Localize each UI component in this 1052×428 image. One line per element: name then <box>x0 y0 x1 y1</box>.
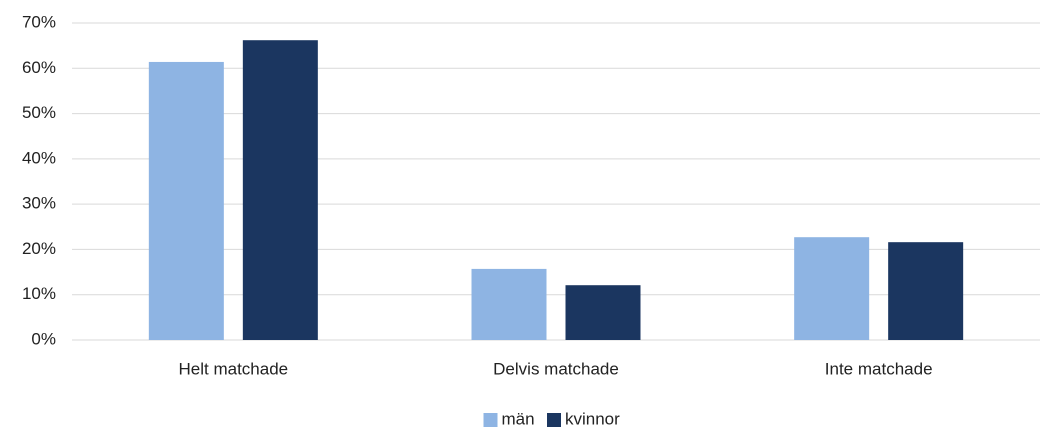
x-tick-label: Helt matchade <box>179 359 289 378</box>
bar <box>242 40 318 341</box>
y-tick-label: 60% <box>22 58 56 77</box>
y-tick-label: 20% <box>22 239 56 258</box>
bar <box>794 237 870 340</box>
bar <box>565 285 641 340</box>
y-tick-label: 30% <box>22 194 56 213</box>
legend-label: kvinnor <box>565 409 620 428</box>
y-tick-label: 10% <box>22 284 56 303</box>
y-tick-label: 50% <box>22 103 56 122</box>
bar <box>888 242 964 340</box>
y-tick-label: 0% <box>31 329 56 348</box>
x-tick-label: Inte matchade <box>825 359 933 378</box>
legend-swatch <box>483 413 498 427</box>
bar <box>471 268 547 340</box>
x-tick-label: Delvis matchade <box>493 359 619 378</box>
legend-label: män <box>502 409 535 428</box>
y-tick-label: 40% <box>22 148 56 167</box>
bar <box>148 61 224 341</box>
y-tick-label: 70% <box>22 12 56 31</box>
legend-swatch <box>547 413 561 427</box>
